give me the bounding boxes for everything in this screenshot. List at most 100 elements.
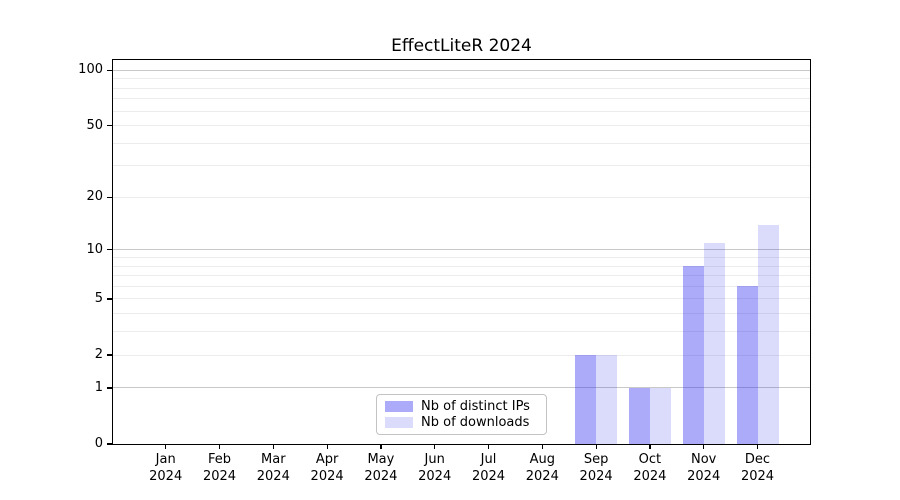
bar-downloads-nov-2024 xyxy=(703,242,725,444)
y-tick-label-5: 5 xyxy=(94,290,103,306)
x-label-year: 2024 xyxy=(202,468,237,484)
y-tick-0 xyxy=(107,443,113,445)
gridline-minor-20 xyxy=(113,196,810,198)
x-tick-label-sep-2024: Sep 2024 xyxy=(564,452,628,485)
x-tick-jun-2024 xyxy=(434,444,436,449)
gridline-major-10 xyxy=(113,249,810,251)
legend-item-downloads: Nb of downloads xyxy=(385,415,538,430)
y-tick-100 xyxy=(107,69,113,71)
x-label-month: Sep xyxy=(583,452,609,467)
gridline-minor-50 xyxy=(113,125,810,126)
x-tick-apr-2024 xyxy=(326,444,328,449)
x-label-year: 2024 xyxy=(310,468,344,484)
x-label-month: Nov xyxy=(691,452,717,467)
x-label-year: 2024 xyxy=(525,468,559,484)
legend-swatch-downloads xyxy=(385,417,413,429)
x-label-year: 2024 xyxy=(471,468,506,484)
x-label-year: 2024 xyxy=(364,468,398,484)
y-tick-label-0: 0 xyxy=(94,436,103,451)
x-tick-aug-2024 xyxy=(541,444,543,449)
gridline-minor-9 xyxy=(113,256,810,258)
x-label-year: 2024 xyxy=(579,468,613,484)
chart-title: EffectLiteR 2024 xyxy=(391,36,532,56)
legend-item-distinct-ips: Nb of distinct IPs xyxy=(385,399,538,414)
x-tick-may-2024 xyxy=(380,444,382,449)
gridline-major-1 xyxy=(113,387,810,389)
x-tick-label-apr-2024: Apr 2024 xyxy=(295,452,359,485)
x-tick-label-nov-2024: Nov 2024 xyxy=(672,452,736,485)
x-label-month: Oct xyxy=(638,452,662,467)
x-label-month: Aug xyxy=(529,452,555,467)
y-tick-label-20: 20 xyxy=(86,189,103,205)
x-label-year: 2024 xyxy=(256,468,290,484)
y-tick-20 xyxy=(107,196,113,199)
y-tick-10 xyxy=(107,249,113,251)
x-tick-mar-2024 xyxy=(272,444,274,449)
legend: Nb of distinct IPs Nb of downloads xyxy=(376,394,547,435)
x-tick-label-feb-2024: Feb 2024 xyxy=(188,452,252,485)
gridline-minor-4 xyxy=(113,313,810,315)
y-tick-50 xyxy=(107,124,113,127)
y-tick-2 xyxy=(107,354,113,356)
legend-label-distinct-ips: Nb of distinct IPs xyxy=(421,398,530,414)
gridline-major-100 xyxy=(113,69,810,71)
gridline-minor-40 xyxy=(113,142,810,144)
gridline-minor-3 xyxy=(113,331,810,333)
x-tick-label-jan-2024: Jan 2024 xyxy=(134,452,198,485)
bar-distinct-ips-dec-2024 xyxy=(736,286,758,444)
x-label-month: Mar xyxy=(261,452,286,467)
x-label-month: Jul xyxy=(480,452,497,467)
x-tick-dec-2024 xyxy=(756,444,759,449)
gridline-minor-80 xyxy=(113,87,810,89)
x-tick-label-mar-2024: Mar 2024 xyxy=(241,452,305,485)
gridline-minor-70 xyxy=(113,98,810,100)
y-tick-label-10: 10 xyxy=(86,241,103,257)
x-tick-oct-2024 xyxy=(649,444,651,449)
x-tick-label-aug-2024: Aug 2024 xyxy=(510,452,574,485)
gridline-minor-30 xyxy=(113,165,810,167)
x-tick-label-jul-2024: Jul 2024 xyxy=(457,452,521,485)
bar-downloads-sep-2024 xyxy=(596,355,618,444)
y-tick-1 xyxy=(107,387,113,389)
x-label-month: Jun xyxy=(424,452,445,467)
y-tick-label-100: 100 xyxy=(78,62,103,78)
x-label-year: 2024 xyxy=(633,468,667,484)
x-label-month: Dec xyxy=(744,452,771,467)
x-tick-jul-2024 xyxy=(487,444,490,449)
plot-area xyxy=(112,59,811,445)
bar-downloads-dec-2024 xyxy=(757,224,779,444)
legend-label-downloads: Nb of downloads xyxy=(421,415,530,431)
x-label-month: Apr xyxy=(315,452,339,467)
bar-distinct-ips-nov-2024 xyxy=(682,266,704,444)
gridline-minor-90 xyxy=(113,78,810,80)
y-tick-label-1: 1 xyxy=(94,379,103,395)
x-tick-nov-2024 xyxy=(703,444,705,449)
gridline-minor-8 xyxy=(113,265,810,267)
x-tick-label-jun-2024: Jun 2024 xyxy=(403,452,467,485)
gridline-minor-2 xyxy=(113,354,810,356)
x-tick-sep-2024 xyxy=(595,444,597,449)
bar-distinct-ips-sep-2024 xyxy=(575,355,597,444)
x-tick-label-dec-2024: Dec 2024 xyxy=(726,452,790,485)
bar-downloads-oct-2024 xyxy=(649,387,671,444)
x-tick-feb-2024 xyxy=(218,444,221,449)
x-tick-label-may-2024: May 2024 xyxy=(349,452,413,485)
y-tick-5 xyxy=(107,298,113,300)
y-tick-label-50: 50 xyxy=(86,117,103,133)
y-tick-label-2: 2 xyxy=(94,347,103,362)
gridline-minor-6 xyxy=(113,285,810,287)
x-label-year: 2024 xyxy=(149,468,183,484)
bar-distinct-ips-oct-2024 xyxy=(628,387,650,444)
gridline-minor-5 xyxy=(113,298,810,300)
gridline-minor-7 xyxy=(113,275,810,277)
x-label-month: Jan xyxy=(155,452,176,467)
x-tick-label-oct-2024: Oct 2024 xyxy=(618,452,682,485)
x-label-year: 2024 xyxy=(687,468,721,484)
x-tick-jan-2024 xyxy=(165,444,167,449)
x-label-month: Feb xyxy=(207,452,232,467)
x-label-year: 2024 xyxy=(740,468,775,484)
x-label-year: 2024 xyxy=(418,468,452,484)
legend-swatch-distinct-ips xyxy=(385,400,413,412)
gridline-minor-60 xyxy=(113,110,810,112)
